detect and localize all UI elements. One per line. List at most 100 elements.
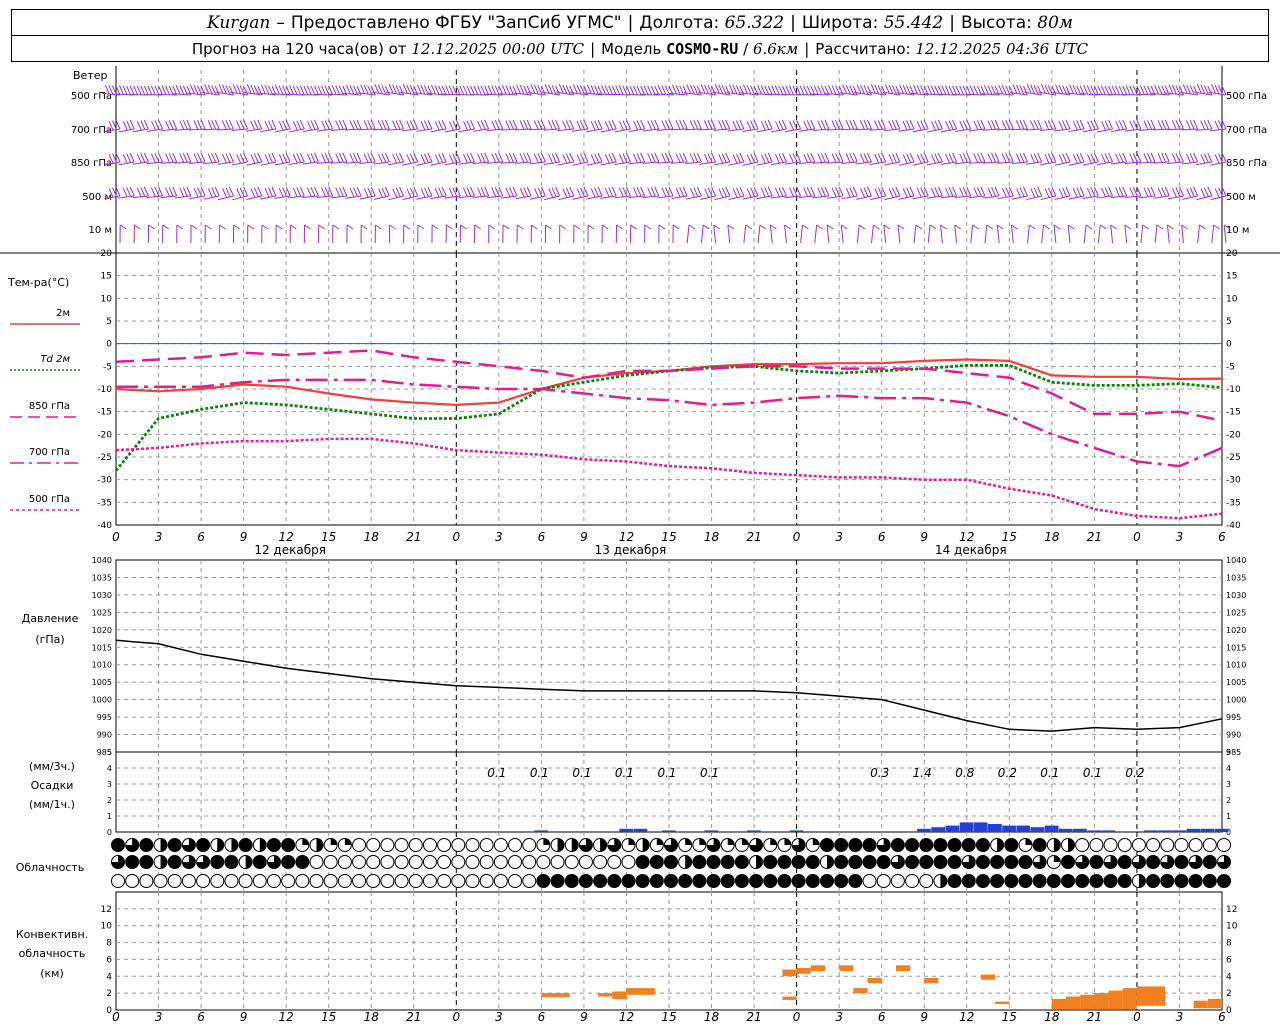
cloud-circle <box>352 855 367 869</box>
wind-barb <box>997 186 1014 200</box>
wind-barb <box>146 152 163 165</box>
wind-barb <box>913 224 923 244</box>
cloud-circle <box>1188 838 1203 852</box>
cloud-circle <box>536 855 551 869</box>
provider-text: Предоставлено ФГБУ "ЗапСиб УГМС" <box>290 12 622 33</box>
wind-barb <box>302 119 319 133</box>
cloud-symbol <box>564 838 579 852</box>
wind-barb <box>146 119 163 132</box>
wind-barb <box>714 186 731 201</box>
wind-barb <box>812 119 830 132</box>
cloud-symbol <box>578 874 593 888</box>
wind-barb <box>187 84 206 96</box>
cloud-circle <box>890 838 905 852</box>
pressure-line <box>115 639 1223 732</box>
wind-barb <box>615 224 623 244</box>
conv-tick-label-right: 4 <box>1226 972 1232 982</box>
precip-bar <box>619 828 634 832</box>
cloud-circle <box>564 855 579 869</box>
cloud-circle <box>266 874 281 888</box>
cloud-circle <box>295 855 310 869</box>
wind-barb <box>316 119 334 132</box>
cloud-circle <box>1217 874 1231 888</box>
wind-barb <box>542 84 561 96</box>
wind-level-label-right: 10 м <box>1226 225 1249 236</box>
wind-barb <box>770 152 787 166</box>
cloud-circle <box>1018 874 1033 888</box>
wind-level-label: 10 м <box>89 225 112 236</box>
cloud-fill <box>557 838 565 852</box>
cloud-symbol <box>352 838 367 852</box>
wind-barb <box>1211 224 1220 244</box>
wind-barb <box>995 84 1014 96</box>
cloud-circle <box>451 838 466 852</box>
cloud-circle <box>848 874 863 888</box>
wind-barb <box>559 224 567 244</box>
wind-barb <box>742 119 759 133</box>
wind-barb <box>686 224 696 244</box>
wind-barb <box>655 85 674 96</box>
wind-barb <box>800 224 809 244</box>
cloud-symbol <box>451 838 466 852</box>
cloud-symbol <box>1018 838 1033 852</box>
temp-tick-label: -35 <box>97 498 112 508</box>
wind-barb <box>769 224 777 244</box>
wind-barb <box>740 84 759 96</box>
cloud-symbol <box>139 874 154 888</box>
wind-barb <box>570 84 589 96</box>
cloud-symbol <box>990 855 1005 869</box>
wind-level-label: 700 гПа <box>71 125 112 136</box>
cloud-symbol <box>266 855 281 869</box>
cloud-symbol <box>111 838 125 852</box>
wind-barb <box>983 186 1000 199</box>
cloud-circle <box>834 838 849 852</box>
cloud-symbol <box>905 855 920 869</box>
cloud-fill <box>245 855 253 869</box>
precip-tick-label-right: 4 <box>1226 764 1231 773</box>
wind-barb <box>968 119 986 132</box>
wind-barb <box>344 152 362 164</box>
cloud-symbol <box>224 855 239 869</box>
conv-tick-label: 18 <box>1044 1010 1060 1024</box>
cloud-symbol <box>451 874 466 888</box>
conv-tick-label: 0 <box>112 1010 120 1024</box>
precip-bar <box>1144 830 1158 832</box>
precip-title: Осадки <box>31 779 74 792</box>
wind-barb <box>757 224 767 244</box>
wind-barb <box>428 84 447 96</box>
cloud-circle <box>890 874 905 888</box>
temp-tick-label-right: -30 <box>1226 476 1241 486</box>
cloud-symbol <box>692 855 707 869</box>
cloud-symbol <box>819 838 834 852</box>
cloud-circle <box>777 874 792 888</box>
precip-data-label: 0.1 <box>700 766 719 780</box>
wind-barb <box>247 224 255 244</box>
cloud-circle <box>451 855 466 869</box>
wind-barb <box>600 152 617 166</box>
pressure-tick-label: 1015 <box>92 643 112 652</box>
cloud-symbol <box>394 874 409 888</box>
convective-bar <box>1051 999 1066 1010</box>
wind-barb <box>445 224 453 244</box>
cloud-circle <box>493 855 508 869</box>
wind-barb <box>898 152 915 166</box>
wind-barb <box>642 186 660 199</box>
wind-barb <box>856 224 866 244</box>
cloud-symbol <box>933 855 948 869</box>
cloud-symbol <box>607 838 622 852</box>
cloud-circle <box>281 874 296 888</box>
cloud-symbol <box>1004 874 1019 888</box>
cloud-symbol <box>352 874 367 888</box>
precip-tick-label-right: 0 <box>1226 828 1231 837</box>
conv-y-axis: 0 0 2 2 4 4 6 6 8 8 10 10 12 12 <box>101 905 1238 1016</box>
cloud-symbol <box>564 855 579 869</box>
cloud-symbol <box>1075 874 1090 888</box>
temp-tick-label: 3 <box>1176 530 1184 544</box>
wind-barb <box>458 186 475 199</box>
temp-tick-label: 12 <box>959 530 974 544</box>
wind-level-label: 850 гПа <box>71 158 112 169</box>
cloud-fill <box>1189 855 1203 869</box>
wind-barb <box>203 119 220 131</box>
cloud-symbol <box>1089 855 1104 869</box>
conv-tick-label: 3 <box>495 1010 503 1024</box>
